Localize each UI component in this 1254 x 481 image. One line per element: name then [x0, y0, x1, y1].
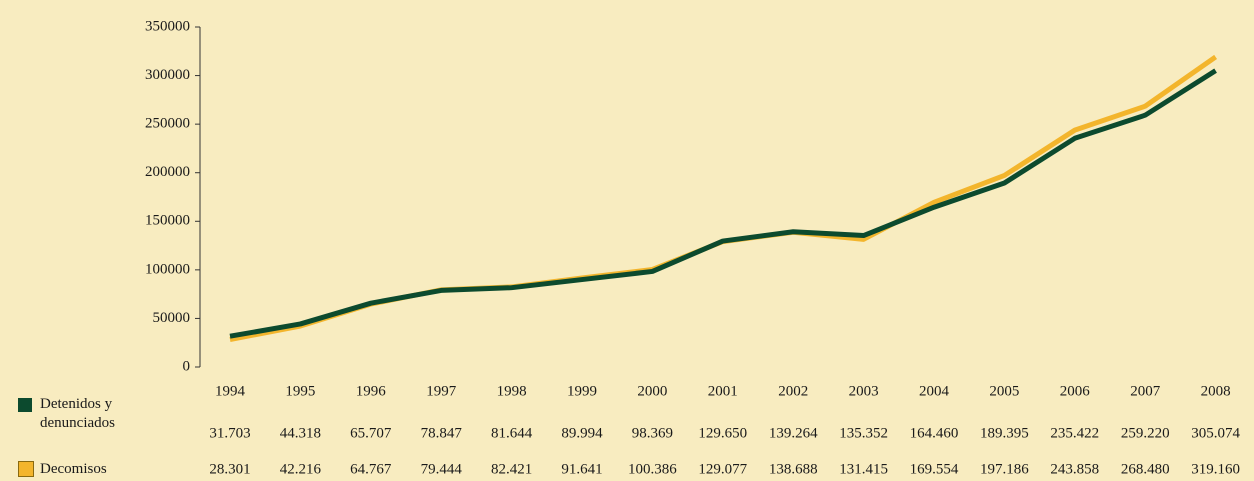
- y-tick-label: 150000: [145, 213, 190, 229]
- x-tick-label: 1996: [356, 383, 387, 399]
- y-tick-label: 50000: [153, 310, 191, 326]
- value-label: 129.650: [698, 425, 747, 441]
- value-label: 78.847: [421, 425, 463, 441]
- x-tick-label: 2006: [1060, 383, 1091, 399]
- value-label: 98.369: [632, 425, 673, 441]
- y-tick-label: 350000: [145, 18, 190, 34]
- legend-label: Decomisos: [40, 461, 107, 477]
- value-label: 305.074: [1191, 425, 1240, 441]
- x-tick-label: 2004: [919, 383, 950, 399]
- value-label: 243.858: [1050, 461, 1099, 477]
- x-tick-label: 1998: [497, 383, 527, 399]
- y-tick-label: 100000: [145, 261, 190, 277]
- x-tick-label: 1994: [215, 383, 246, 399]
- x-tick-label: 2003: [849, 383, 879, 399]
- value-label: 91.641: [561, 461, 602, 477]
- legend-swatch: [18, 398, 32, 412]
- value-label: 235.422: [1050, 425, 1099, 441]
- series-line: [229, 68, 1217, 339]
- value-label: 81.644: [491, 425, 533, 441]
- value-label: 42.216: [280, 461, 322, 477]
- value-label: 28.301: [209, 461, 250, 477]
- value-label: 31.703: [209, 425, 250, 441]
- x-tick-label: 2005: [989, 383, 1019, 399]
- x-tick-label: 1999: [567, 383, 597, 399]
- value-label: 135.352: [839, 425, 888, 441]
- series-line: [229, 54, 1218, 342]
- value-label: 197.186: [980, 461, 1029, 477]
- value-label: 189.395: [980, 425, 1029, 441]
- x-tick-label: 2001: [708, 383, 738, 399]
- value-label: 139.264: [769, 425, 818, 441]
- x-tick-label: 2008: [1201, 383, 1231, 399]
- value-label: 79.444: [421, 461, 463, 477]
- y-tick-label: 250000: [145, 116, 190, 132]
- value-label: 82.421: [491, 461, 532, 477]
- y-tick-label: 300000: [145, 67, 190, 83]
- x-tick-label: 2000: [637, 383, 667, 399]
- x-tick-label: 1997: [426, 383, 457, 399]
- value-label: 65.707: [350, 425, 392, 441]
- value-label: 131.415: [839, 461, 888, 477]
- x-tick-label: 1995: [285, 383, 315, 399]
- legend-swatch: [18, 461, 34, 477]
- value-label: 44.318: [280, 425, 321, 441]
- value-label: 268.480: [1121, 461, 1170, 477]
- legend-label: Detenidos y denunciados: [40, 396, 115, 431]
- value-label: 319.160: [1191, 461, 1240, 477]
- value-label: 64.767: [350, 461, 392, 477]
- value-label: 169.554: [910, 461, 959, 477]
- value-label: 259.220: [1121, 425, 1170, 441]
- value-label: 89.994: [561, 425, 603, 441]
- value-label: 100.386: [628, 461, 677, 477]
- value-label: 138.688: [769, 461, 818, 477]
- y-tick-label: 200000: [145, 164, 190, 180]
- value-label: 164.460: [910, 425, 959, 441]
- x-tick-label: 2007: [1130, 383, 1161, 399]
- x-tick-label: 2002: [778, 383, 808, 399]
- y-tick-label: 0: [183, 358, 191, 374]
- value-label: 129.077: [698, 461, 747, 477]
